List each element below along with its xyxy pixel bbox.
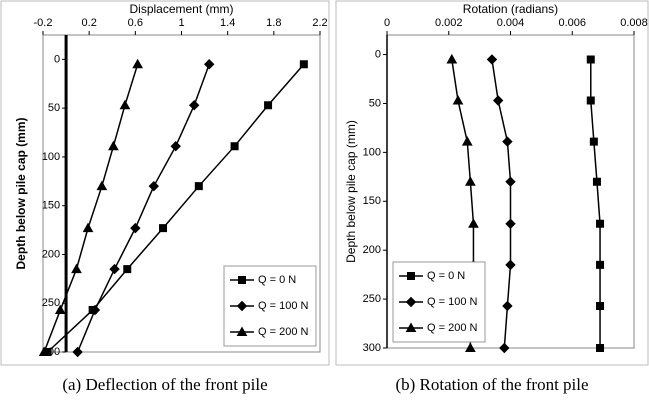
x-tick-label: 0 [384,17,390,29]
data-point [188,100,200,111]
y-tick-label: 150 [363,195,381,207]
data-point [465,176,476,186]
x-tick-label: -0.2 [34,17,53,29]
x-tick-label: 0.006 [558,17,586,29]
y-tick-label: 250 [42,297,60,309]
data-point [492,95,504,106]
x-tick-label: 1.8 [266,17,281,29]
data-point [71,263,82,274]
data-point [502,300,513,312]
x-tick-label: 0.2 [82,17,97,29]
y-tick-label: 150 [42,200,60,212]
legend-label: Q = 100 N [427,296,478,308]
legend-marker [236,326,248,336]
data-point [589,137,598,146]
data-point [468,218,479,228]
data-point [505,259,516,271]
legend-label: Q = 0 N [258,274,296,286]
data-point [452,95,464,105]
x-tick-label: 1 [178,17,184,29]
data-point [586,96,595,105]
y-axis-title: Depth below pile cap (mm) [14,117,28,269]
legend-label: Q = 200 N [427,322,478,334]
series-line [43,64,139,353]
series-line [491,59,512,349]
y-tick-label: 0 [375,48,381,60]
data-point [596,301,605,310]
data-point [159,224,168,233]
y-tick-label: 250 [363,293,381,305]
data-point [596,260,605,269]
legend-marker [405,296,417,308]
data-point [132,58,143,69]
x-tick-label: 0.6 [128,17,143,29]
data-point [96,180,108,191]
data-point [148,180,160,192]
x-tick-label: 2.2 [312,17,327,29]
y-tick-label: 300 [363,342,381,354]
data-point [38,346,50,356]
data-point [596,219,605,228]
data-point [299,60,308,69]
data-point [461,136,473,146]
legend-marker [236,300,248,312]
data-point [499,342,510,354]
y-tick-label: 100 [42,151,60,163]
x-tick-label: 0.004 [497,17,525,29]
data-point [264,101,273,110]
data-point [194,182,203,191]
caption: (b) Rotation of the front pile [395,375,588,394]
data-point [170,140,181,152]
x-tick-label: 0.008 [620,17,648,29]
legend-marker [407,272,415,280]
data-point [505,218,516,229]
y-tick-label: 200 [363,244,381,256]
data-point [586,55,595,64]
data-point [465,342,476,352]
data-point [446,53,458,64]
series-line [76,64,210,353]
data-point [592,177,601,186]
data-point [486,54,498,65]
y-tick-label: 100 [363,146,381,158]
x-tick-label: 1.4 [220,17,235,29]
data-point [72,346,83,358]
caption: (a) Deflection of the front pile [62,375,267,394]
data-point [109,263,120,275]
data-point [505,176,516,187]
data-point [108,140,119,151]
data-point [203,59,215,70]
data-point [82,222,94,233]
data-point [123,265,132,274]
x-tick-label: 0.002 [435,17,463,29]
legend-marker [238,276,246,284]
data-point [54,304,66,315]
y-tick-label: 200 [42,248,60,260]
data-point [89,304,101,316]
panel-frame [0,0,330,366]
x-axis-title: Rotation (radians) [463,2,558,16]
y-tick-label: 0 [54,53,60,65]
y-axis-title: Depth below pile cap (mm) [344,120,358,263]
legend-label: Q = 200 N [258,326,309,338]
legend-marker [405,322,417,332]
legend-label: Q = 100 N [258,300,309,312]
x-axis-title: Displacement (mm) [129,2,233,16]
data-point [230,142,239,151]
data-point [502,136,513,147]
data-point [130,222,141,234]
y-tick-label: 50 [369,97,381,109]
data-point [596,344,605,352]
data-point [119,99,131,110]
legend-label: Q = 0 N [427,270,465,282]
series-line [590,59,601,348]
y-tick-label: 50 [48,102,60,114]
panel-frame [335,0,649,366]
